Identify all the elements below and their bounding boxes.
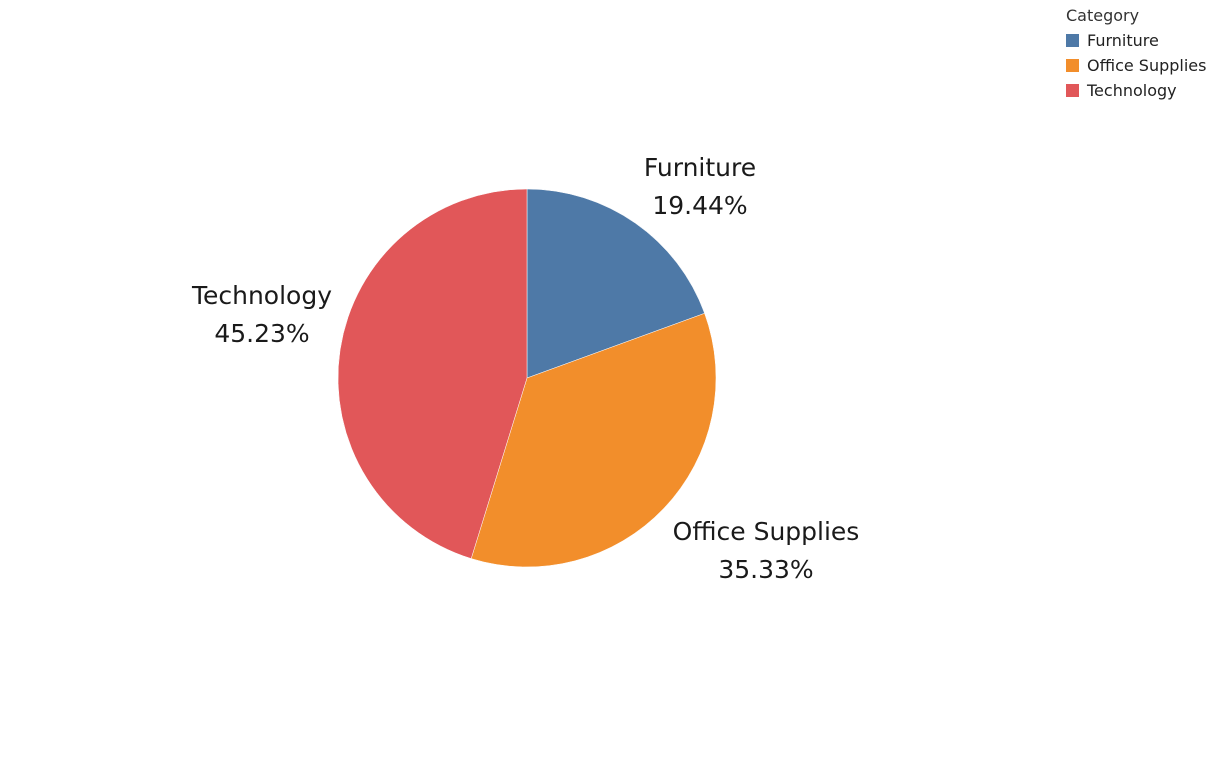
legend-swatch-technology xyxy=(1066,84,1079,97)
legend-label-furniture: Furniture xyxy=(1087,31,1159,50)
pie-slice-technology[interactable] xyxy=(337,188,528,559)
legend-item-technology[interactable]: Technology xyxy=(1066,78,1206,103)
slice-label-technology: Technology xyxy=(191,281,332,310)
legend-item-furniture[interactable]: Furniture xyxy=(1066,28,1206,53)
slice-percent-office-supplies: 35.33% xyxy=(718,555,813,584)
slice-percent-furniture: 19.44% xyxy=(652,191,747,220)
legend-item-office-supplies[interactable]: Office Supplies xyxy=(1066,53,1206,78)
legend-label-technology: Technology xyxy=(1087,81,1177,100)
legend: Category Furniture Office Supplies Techn… xyxy=(1066,6,1206,103)
legend-label-office-supplies: Office Supplies xyxy=(1087,56,1207,75)
slice-label-office-supplies: Office Supplies xyxy=(673,517,860,546)
pie-slice-office-supplies[interactable] xyxy=(470,312,717,568)
pie-slice-furniture[interactable] xyxy=(526,188,705,379)
slice-percent-technology: 45.23% xyxy=(214,319,309,348)
slice-label-furniture: Furniture xyxy=(644,153,756,182)
legend-swatch-furniture xyxy=(1066,34,1079,47)
legend-title: Category xyxy=(1066,6,1140,25)
legend-swatch-office-supplies xyxy=(1066,59,1079,72)
